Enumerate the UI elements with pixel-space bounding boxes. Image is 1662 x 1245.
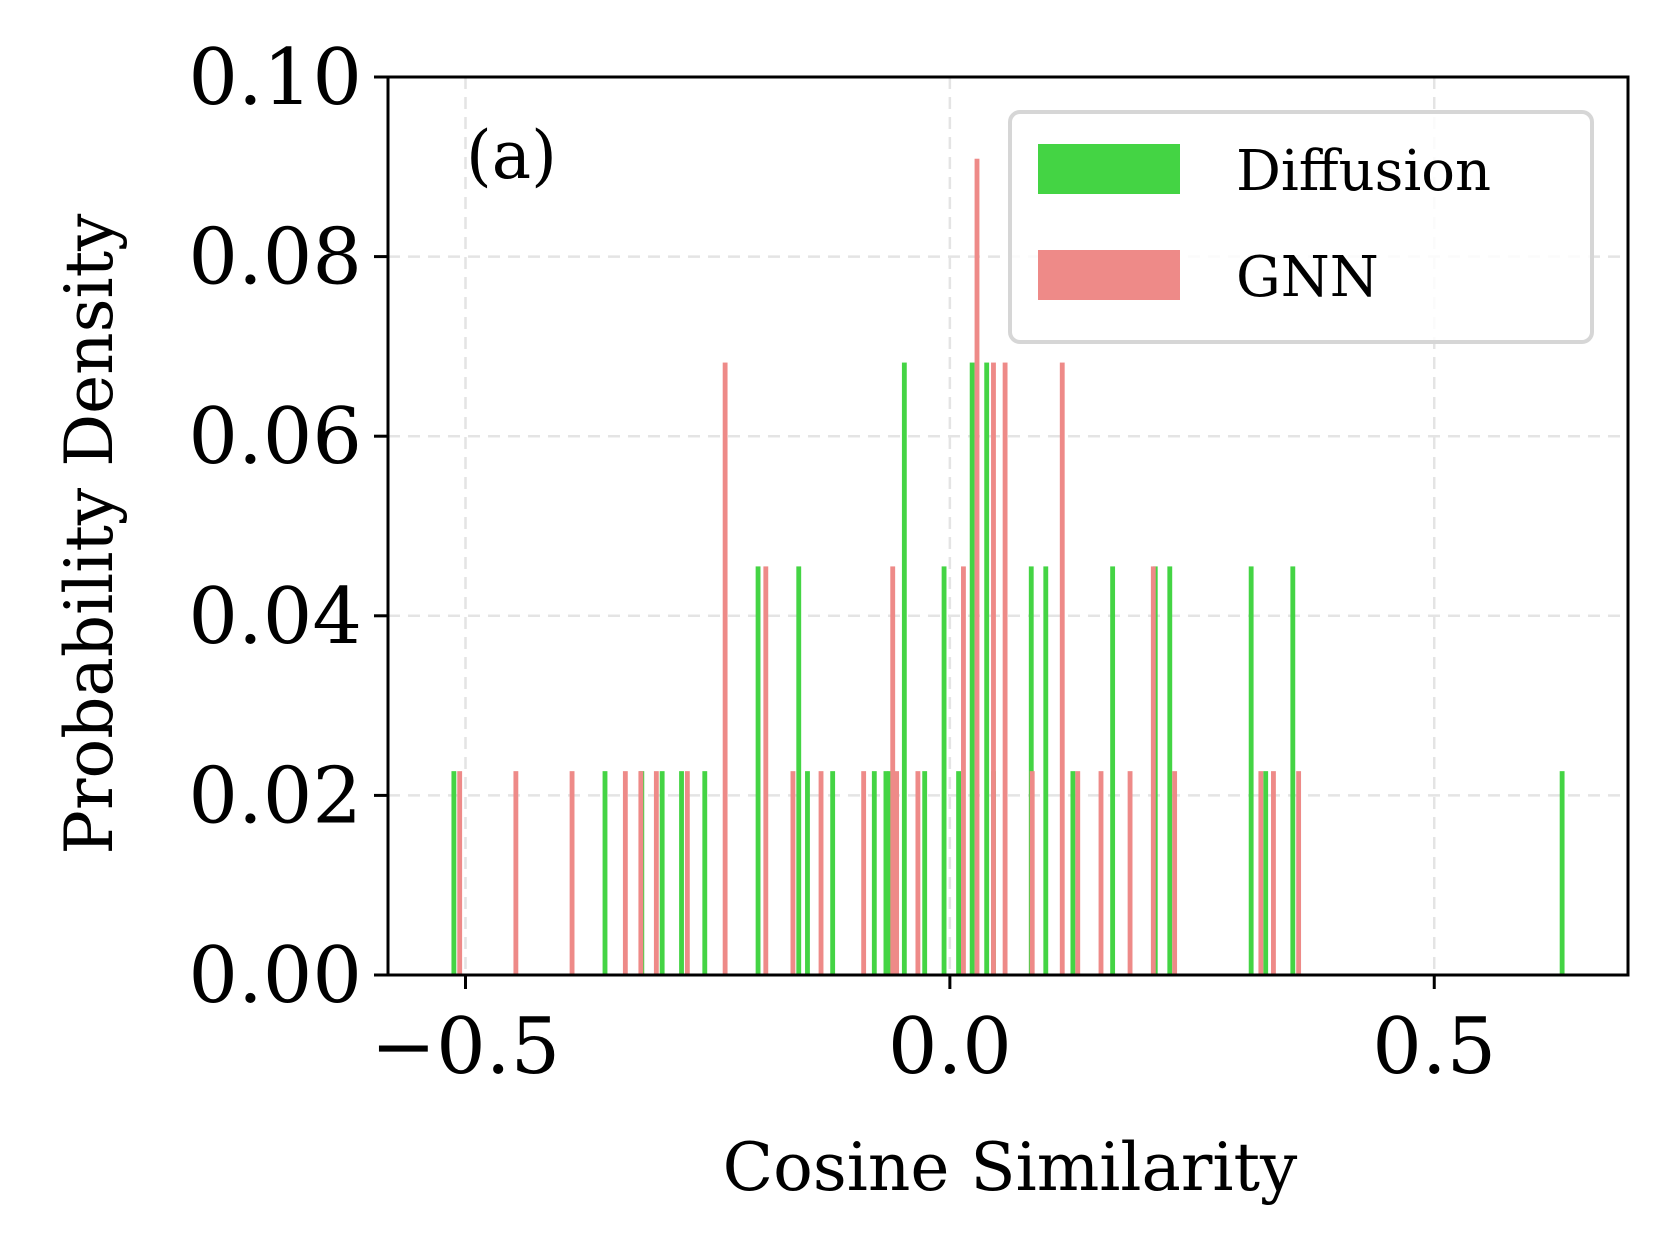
- bar-gnn: [991, 362, 996, 976]
- bar-diffusion: [887, 771, 893, 975]
- bar-gnn: [1127, 771, 1133, 975]
- bar-diffusion: [901, 362, 907, 976]
- y-tick-label: 0.10: [188, 33, 362, 123]
- y-tick-label: 0.00: [188, 931, 362, 1021]
- bar-gnn: [653, 771, 659, 975]
- bar-gnn: [457, 771, 463, 975]
- bar-gnn: [915, 771, 921, 975]
- bar-diffusion: [1110, 566, 1116, 975]
- plot-frame: [386, 75, 1630, 977]
- bar-diffusion: [1167, 566, 1173, 975]
- bar-diffusion: [969, 362, 975, 976]
- bar-diffusion: [941, 566, 947, 975]
- bar-diffusion: [956, 771, 962, 975]
- bar-gnn: [1098, 771, 1104, 975]
- bar-diffusion: [1028, 566, 1034, 975]
- bar-diffusion: [1290, 566, 1296, 975]
- bar-diffusion: [1043, 566, 1049, 975]
- bar-gnn: [1002, 362, 1008, 976]
- y-axis-title: Probability Density: [51, 213, 128, 855]
- bar-gnn: [961, 566, 966, 975]
- bar-diffusion: [602, 771, 608, 975]
- x-tick-label: 0.0: [888, 1002, 1012, 1092]
- panel-label: (a): [466, 117, 557, 194]
- bar-gnn: [861, 771, 867, 975]
- bar-gnn: [513, 771, 519, 975]
- bar-diffusion: [796, 566, 802, 975]
- legend-label-diffusion: Diffusion: [1236, 139, 1491, 204]
- y-tick-label: 0.06: [188, 392, 362, 482]
- bar-diffusion: [883, 771, 889, 975]
- bar-gnn: [722, 362, 728, 976]
- bar-diffusion: [984, 362, 990, 976]
- bar-gnn: [638, 771, 644, 975]
- bar-diffusion: [679, 771, 684, 975]
- y-tick-label: 0.04: [188, 572, 362, 662]
- bar-diffusion: [922, 771, 928, 975]
- bar-gnn: [1029, 771, 1035, 975]
- bar-diffusion: [755, 566, 761, 975]
- bar-diffusion: [659, 771, 665, 975]
- bar-gnn: [763, 566, 769, 975]
- bar-gnn: [1059, 362, 1065, 976]
- bar-gnn: [684, 771, 690, 975]
- bar-gnn: [790, 771, 796, 975]
- bar-gnn: [1271, 771, 1276, 975]
- bar-gnn: [622, 771, 628, 975]
- bar-gnn: [1075, 771, 1081, 975]
- x-tick-label: 0.5: [1372, 1002, 1496, 1092]
- bar-gnn: [894, 771, 900, 975]
- bar-gnn: [1296, 771, 1302, 975]
- bar-diffusion: [805, 771, 810, 975]
- bar-gnn: [890, 566, 896, 975]
- ticks-layer: −0.5 0.0 0.5 0.00 0.02 0.04 0.06 0.08 0.10: [188, 33, 1496, 1092]
- bar-diffusion: [830, 771, 836, 975]
- bar-gnn: [1258, 771, 1264, 975]
- x-tick-label: −0.5: [371, 1002, 560, 1092]
- legend-label-gnn: GNN: [1236, 245, 1379, 310]
- bar-gnn: [569, 771, 575, 975]
- x-axis-title: Cosine Similarity: [723, 1129, 1298, 1206]
- y-tick-label: 0.08: [188, 213, 362, 303]
- y-tick-label: 0.02: [188, 751, 362, 841]
- bars-layer: [451, 158, 1565, 976]
- bar-diffusion: [1248, 566, 1254, 975]
- legend: Diffusion GNN: [1008, 110, 1594, 344]
- bar-diffusion: [451, 771, 457, 975]
- bar-diffusion: [1559, 771, 1565, 975]
- bar-diffusion: [702, 771, 708, 975]
- bar-diffusion: [1070, 771, 1076, 975]
- bar-diffusion: [871, 771, 877, 975]
- bar-gnn: [1172, 771, 1178, 975]
- bar-gnn: [974, 158, 980, 975]
- legend-swatch-diffusion: [1038, 144, 1180, 194]
- bar-gnn: [1150, 566, 1156, 975]
- bar-gnn: [818, 771, 824, 975]
- bar-diffusion: [1263, 771, 1269, 975]
- legend-swatch-gnn: [1038, 250, 1180, 300]
